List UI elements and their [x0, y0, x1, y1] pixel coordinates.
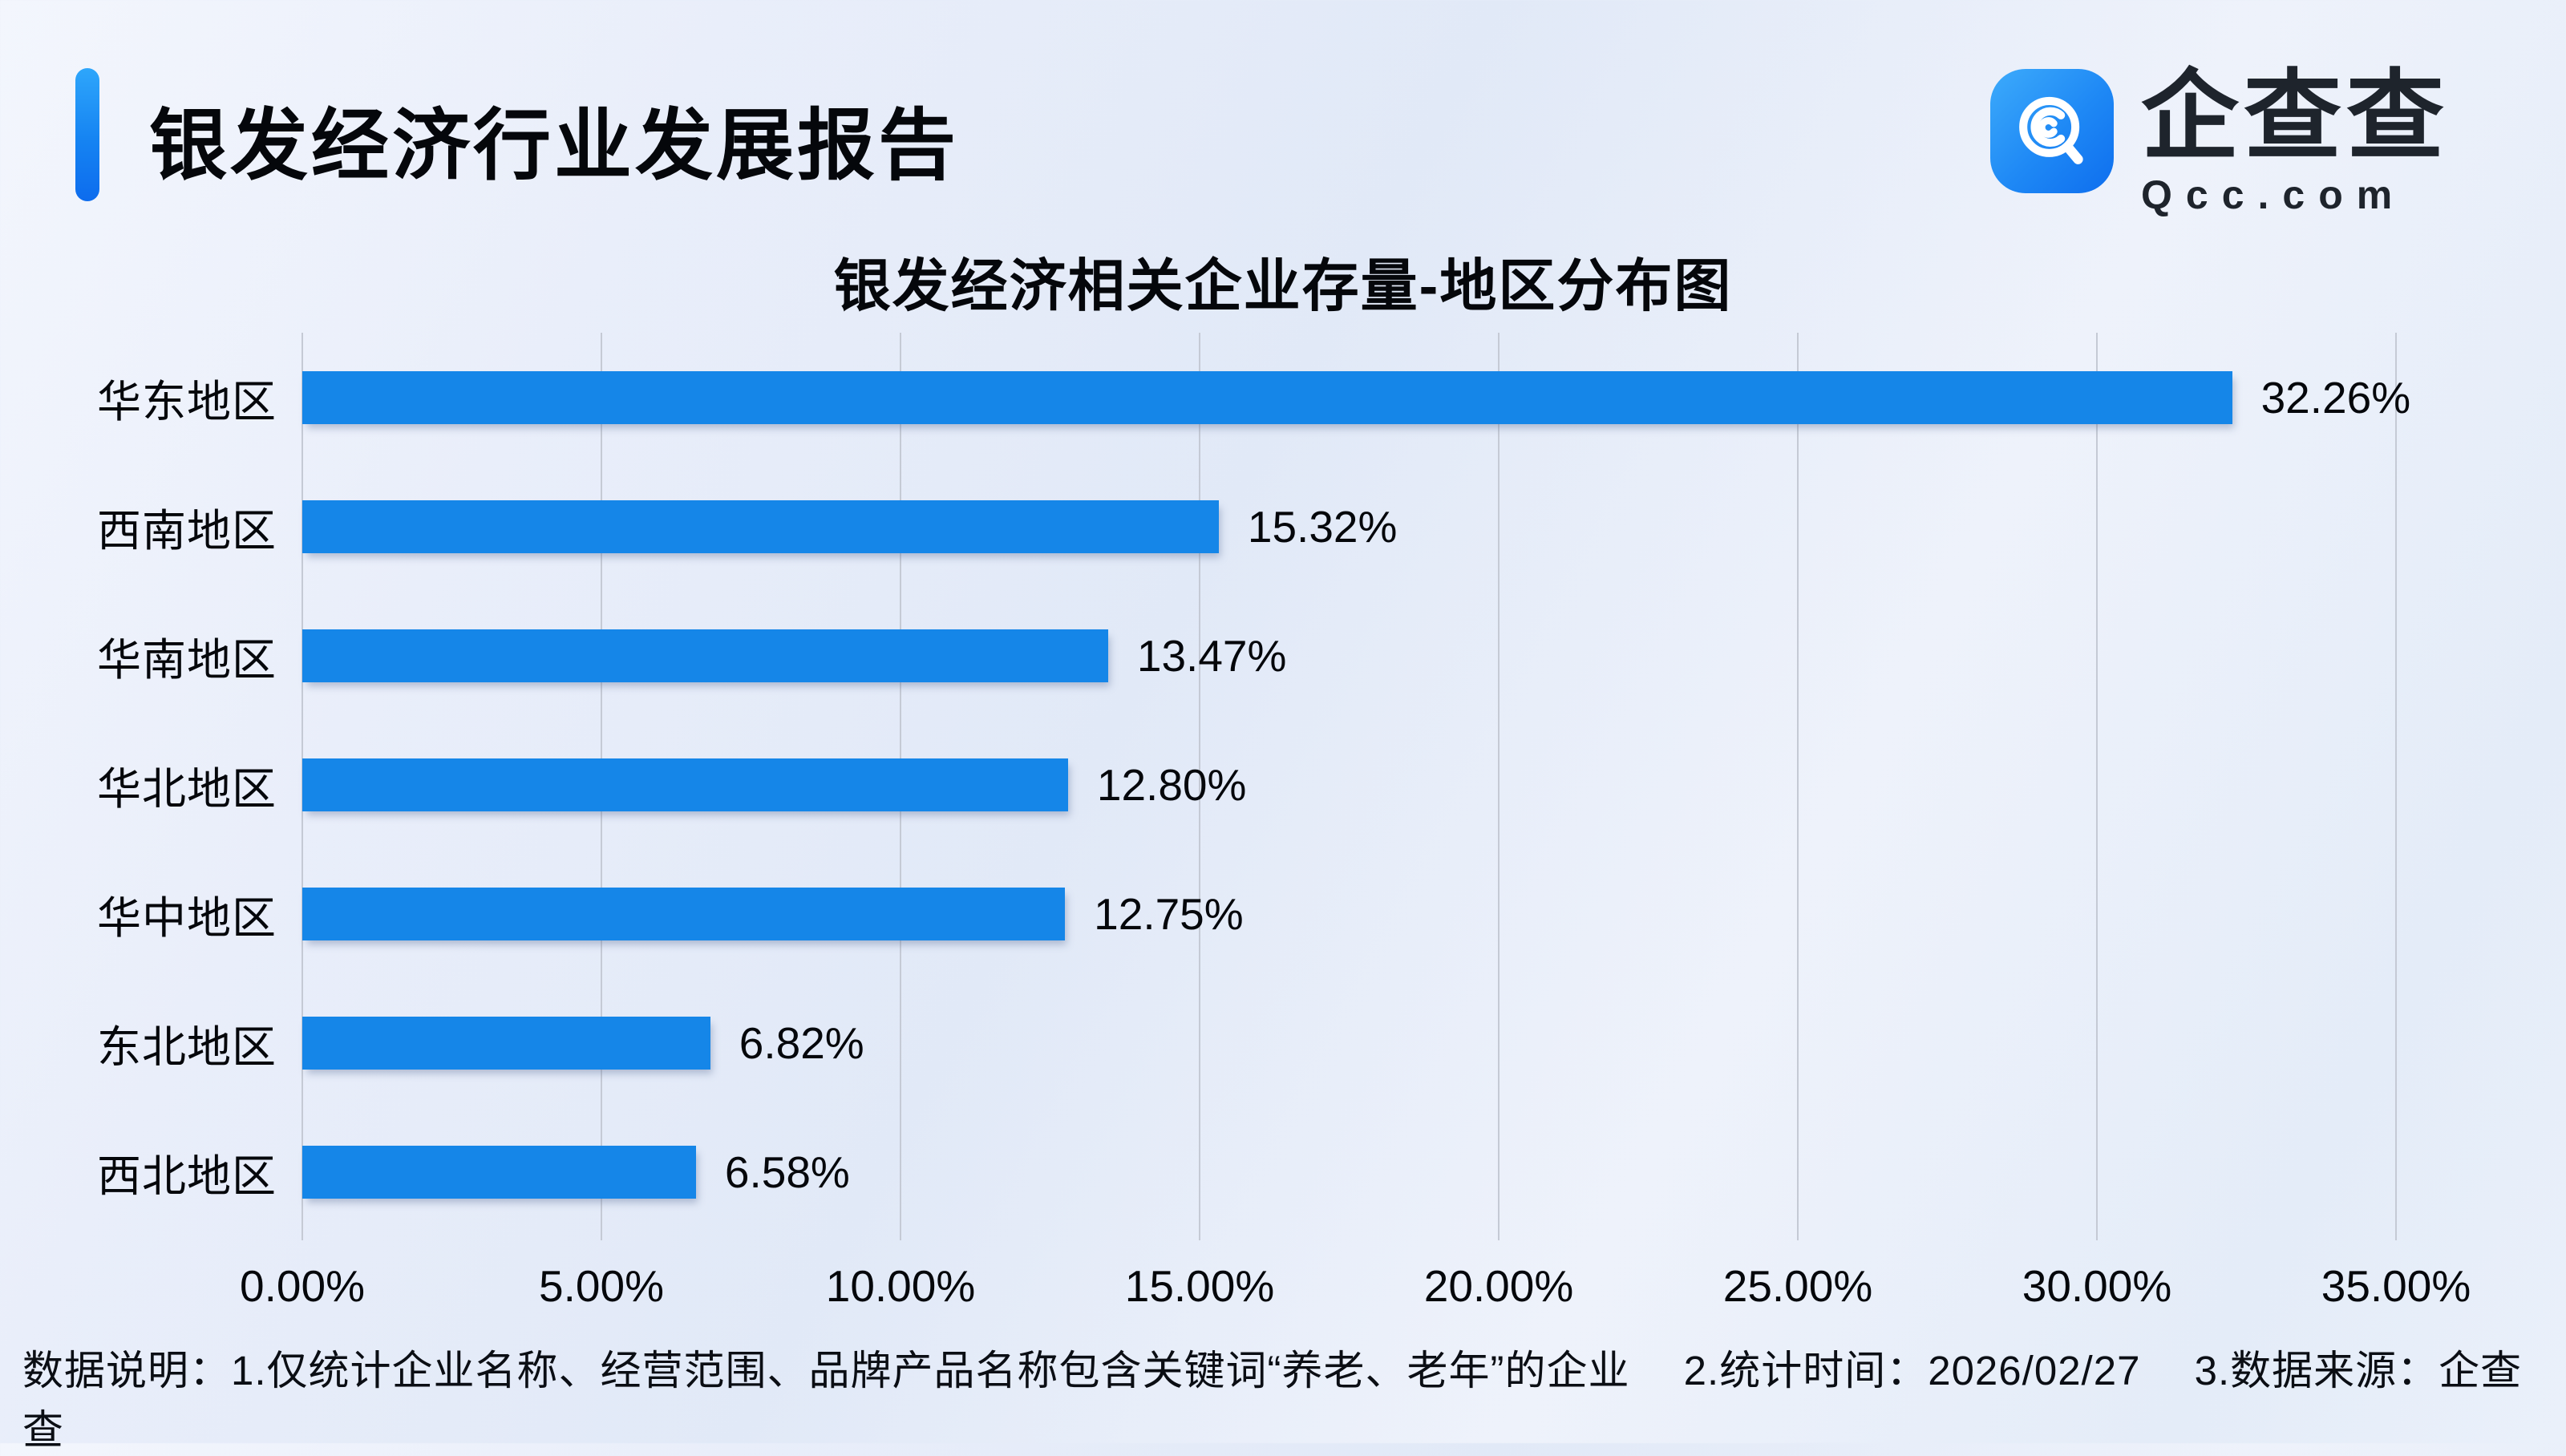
chart-title: 银发经济相关企业存量-地区分布图	[833, 255, 1733, 318]
qcc-brand-name: 企查查	[2141, 62, 2449, 171]
category-label: 东北地区	[96, 1022, 277, 1073]
chart-row: 华北地区 12.80%	[0, 720, 2566, 849]
bar-track: 12.75%	[302, 850, 2396, 979]
category-label: 西北地区	[96, 1151, 277, 1202]
qcc-domain: Qcc.com	[2141, 172, 2406, 217]
magnifier-q-icon	[2019, 96, 2083, 164]
bar-track: 32.26%	[302, 333, 2410, 462]
chart-row: 西北地区 6.58%	[0, 1108, 2566, 1237]
bar	[302, 1017, 710, 1070]
qcc-logo-text: 企查查 Qcc.com	[2141, 62, 2449, 218]
category-label: 华南地区	[96, 634, 277, 685]
x-tick-label: 10.00%	[825, 1261, 976, 1311]
chart-rows: 华东地区 32.26% 西南地区 15.32% 华南地区 13.47% 华北地区 12.80%…	[0, 333, 2566, 1237]
x-tick-label: 0.00%	[240, 1261, 365, 1311]
chart-row: 华南地区 13.47%	[0, 591, 2566, 720]
gridline	[1498, 333, 1500, 1240]
bar	[302, 888, 1066, 941]
chart-row: 东北地区 6.82%	[0, 979, 2566, 1108]
chart-row: 西南地区 15.32%	[0, 462, 2566, 591]
value-label: 13.47%	[1136, 630, 1287, 681]
chart-row: 华东地区 32.26%	[0, 333, 2566, 462]
x-tick-label: 30.00%	[2022, 1261, 2172, 1311]
bar-track: 13.47%	[302, 591, 2396, 720]
bar-track: 15.32%	[302, 462, 2396, 591]
qcc-logo: 企查查 Qcc.com	[1990, 62, 2449, 218]
qcc-logo-icon	[1990, 69, 2114, 193]
value-label: 6.58%	[724, 1147, 850, 1198]
category-label: 华中地区	[96, 893, 277, 944]
x-tick-label: 20.00%	[1423, 1261, 1574, 1311]
footer-data-note: 数据说明：1.仅统计企业名称、经营范围、品牌产品名称包含关键词“养老、老年”的企…	[22, 1348, 2523, 1453]
x-tick-label: 25.00%	[1722, 1261, 1873, 1311]
bar-track: 6.58%	[302, 1108, 2396, 1237]
bar-track: 12.80%	[302, 720, 2396, 849]
x-tick-label: 35.00%	[2321, 1261, 2471, 1311]
value-label: 15.32%	[1247, 501, 1398, 552]
gridline	[1199, 333, 1200, 1240]
gridline	[1797, 333, 1799, 1240]
page-title: 银发经济行业发展报告	[149, 101, 959, 189]
gridline	[2096, 333, 2098, 1240]
bar-track: 6.82%	[302, 979, 2396, 1108]
x-axis: 0.00% 5.00% 10.00% 15.00% 20.00% 25.00% 30.00%…	[240, 1260, 2471, 1316]
bar	[302, 499, 1219, 553]
bar	[302, 629, 1108, 682]
gridline	[2395, 333, 2397, 1240]
category-label: 西南地区	[96, 505, 277, 556]
chart-row: 华中地区 12.75%	[0, 850, 2566, 979]
title-accent-bar	[75, 68, 99, 201]
bar	[302, 370, 2232, 424]
x-tick-label: 15.00%	[1124, 1261, 1275, 1311]
category-label: 华东地区	[96, 376, 277, 427]
value-label: 32.26%	[2260, 372, 2411, 423]
bar	[302, 758, 1068, 811]
value-label: 12.80%	[1096, 759, 1247, 810]
value-label: 12.75%	[1094, 889, 1244, 940]
value-label: 6.82%	[739, 1018, 864, 1069]
bar	[302, 1146, 696, 1199]
x-tick-label: 5.00%	[539, 1261, 664, 1311]
category-label: 华北地区	[96, 763, 277, 814]
